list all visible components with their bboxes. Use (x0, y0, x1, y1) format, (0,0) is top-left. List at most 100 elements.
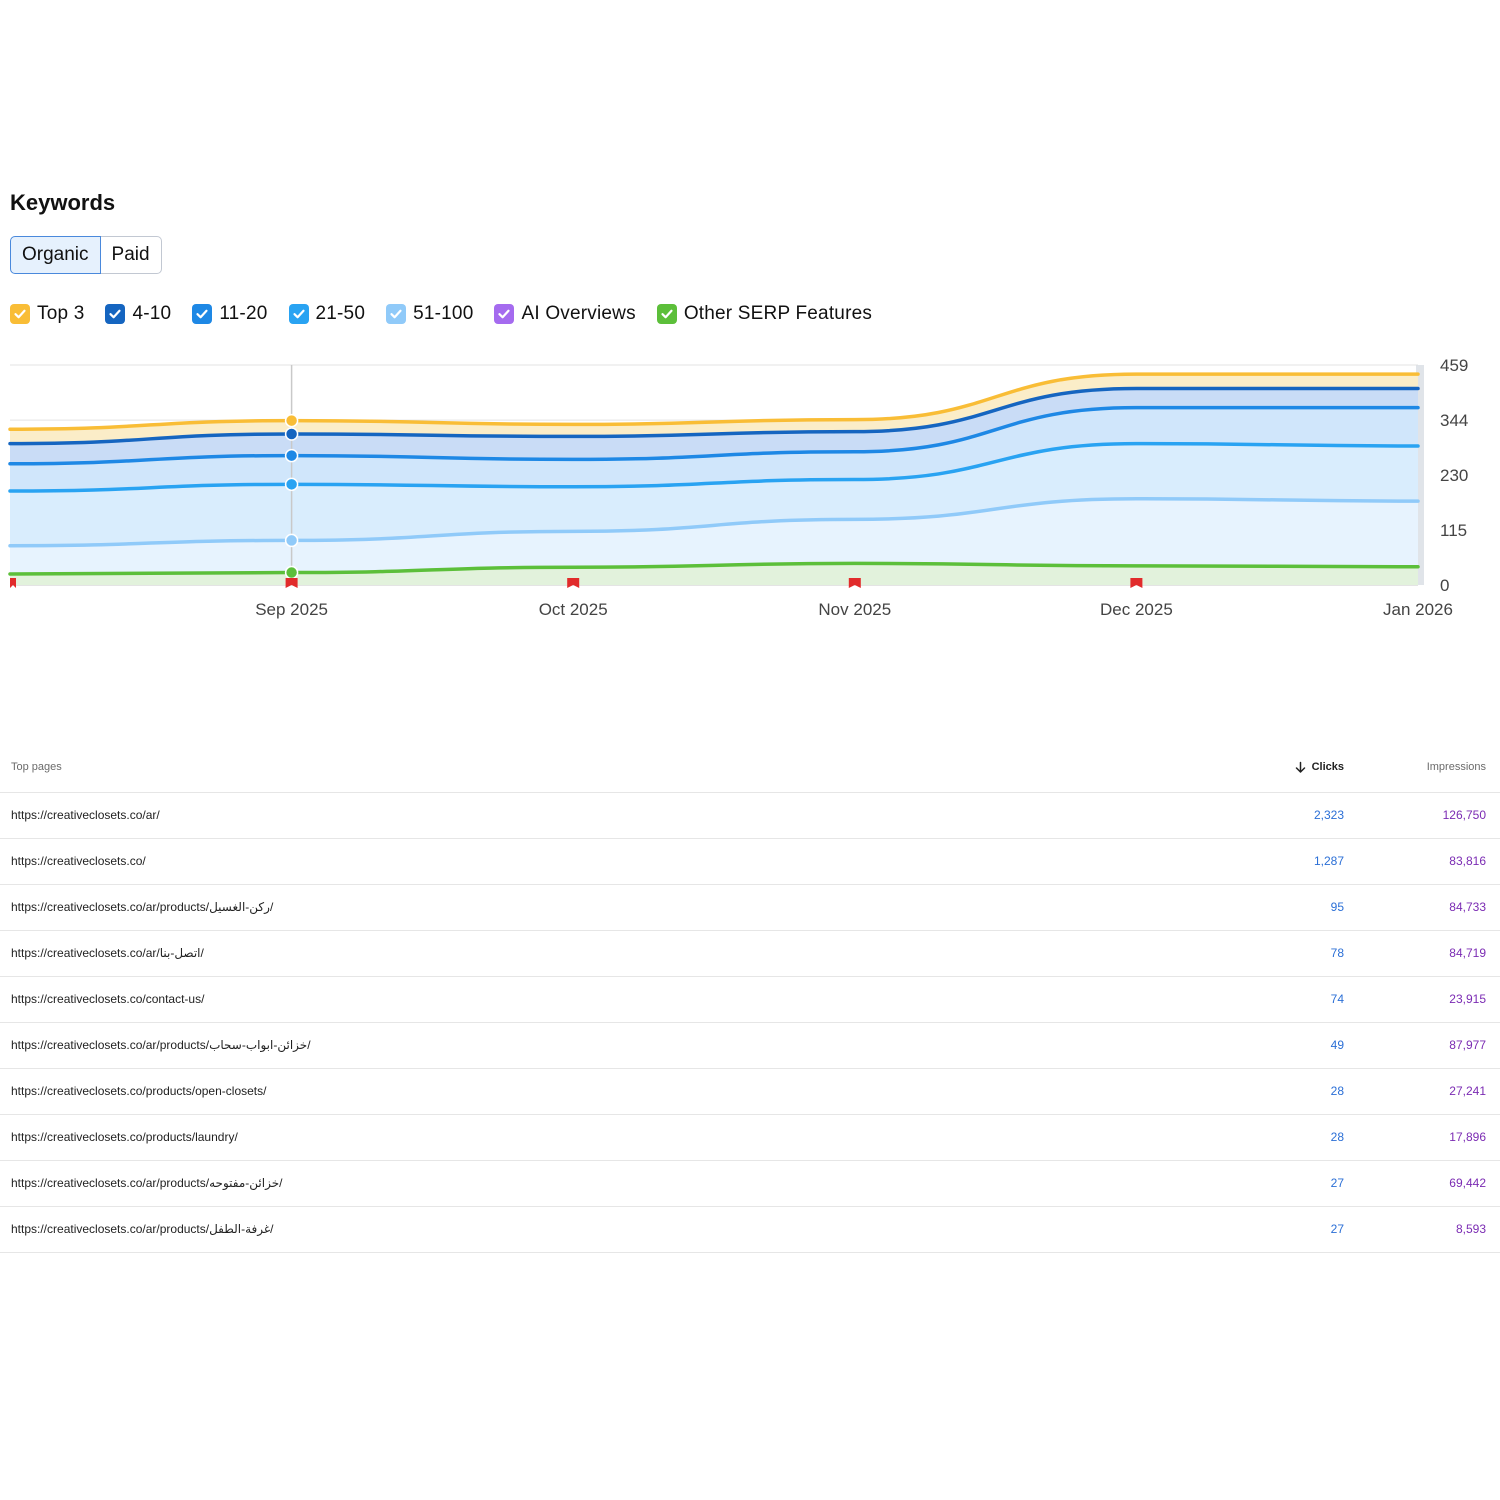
clicks-value: 28 (1330, 1130, 1344, 1144)
check-icon (14, 309, 26, 319)
table-row[interactable]: https://creativeclosets.co/ar/products/خ… (0, 1161, 1500, 1207)
legend-item-ai-overviews[interactable]: AI Overviews (494, 303, 636, 325)
clicks-value: 28 (1330, 1084, 1344, 1098)
table-row[interactable]: https://creativeclosets.co/contact-us/ 7… (0, 977, 1500, 1023)
table-row[interactable]: https://creativeclosets.co/ar/products/خ… (0, 1023, 1500, 1069)
event-flag-icon[interactable] (848, 578, 861, 588)
check-icon (661, 309, 673, 319)
tab-organic[interactable]: Organic (10, 236, 101, 274)
column-header-impressions[interactable]: Impressions (1426, 761, 1486, 773)
table-row[interactable]: https://creativeclosets.co/products/laun… (0, 1115, 1500, 1161)
legend-item-4-10[interactable]: 4-10 (105, 303, 171, 325)
impressions-value: 87,977 (1449, 1038, 1486, 1052)
check-icon (109, 309, 122, 319)
table-row[interactable]: https://creativeclosets.co/ar/ 2,323 126… (0, 793, 1500, 839)
impressions-value: 69,442 (1449, 1176, 1486, 1190)
checkbox-51-100[interactable] (386, 304, 407, 324)
legend-item-11-20[interactable]: 11-20 (192, 303, 267, 325)
legend-label: Other SERP Features (683, 303, 873, 324)
event-flag-icon[interactable] (1130, 578, 1143, 588)
table-row[interactable]: https://creativeclosets.co/ar/products/غ… (0, 1207, 1500, 1253)
checkbox-top-3[interactable] (10, 304, 30, 324)
y-tick-label: 115 (1440, 521, 1467, 540)
legend-label: 51-100 (413, 303, 474, 324)
page-url[interactable]: https://creativeclosets.co/ (11, 854, 146, 868)
y-tick-label: 230 (1440, 466, 1468, 485)
column-header-top-pages: Top pages (11, 761, 62, 773)
area-band-other-serp-features (10, 563, 1418, 585)
y-tick-label: 459 (1440, 356, 1468, 375)
page-url[interactable]: https://creativeclosets.co/products/laun… (11, 1130, 238, 1144)
table-row[interactable]: https://creativeclosets.co/ar/products/ر… (0, 885, 1500, 931)
section-title: Keywords (10, 190, 116, 215)
check-icon (196, 309, 208, 319)
page-url[interactable]: https://creativeclosets.co/ar/ (11, 808, 160, 822)
chart-edge-shade (1416, 365, 1424, 585)
series-line-4-10 (8, 386, 1420, 446)
data-point-top-3 (284, 413, 299, 428)
clicks-value: 27 (1330, 1176, 1344, 1190)
legend-label: Top 3 (37, 303, 85, 324)
clicks-value: 27 (1330, 1222, 1344, 1236)
x-tick-label: Sep 2025 (255, 600, 328, 619)
data-point-51-100 (284, 533, 299, 548)
table-row[interactable]: https://creativeclosets.co/products/open… (0, 1069, 1500, 1115)
clicks-value: 74 (1330, 992, 1344, 1006)
data-point-4-10 (284, 427, 299, 441)
data-point-11-20 (284, 448, 299, 463)
area-band-21-50 (10, 443, 1418, 546)
page-url[interactable]: https://creativeclosets.co/ar/products/خ… (11, 1176, 283, 1190)
legend-label: 21-50 (315, 303, 366, 324)
clicks-header-label: Clicks (1311, 761, 1344, 773)
checkbox-21-50[interactable] (288, 304, 309, 324)
series-line-top-3 (8, 372, 1420, 431)
area-band-11-20 (10, 407, 1418, 492)
table-row[interactable]: https://creativeclosets.co/ar/اتصل-بنا/ … (0, 931, 1500, 977)
impressions-value: 84,733 (1449, 900, 1486, 914)
keywords-area-chart[interactable]: 459 344 230 115 0 Sep 2025 Oct 2025 Nov 2025 Dec… (0, 340, 1500, 640)
column-header-clicks[interactable]: Clicks (1294, 761, 1344, 774)
tab-paid[interactable]: Paid (100, 236, 162, 274)
impressions-value: 27,241 (1449, 1084, 1486, 1098)
event-flag-icon[interactable] (10, 578, 16, 588)
x-tick-label: Dec 2025 (1100, 600, 1173, 619)
x-tick-label: Oct 2025 (539, 600, 608, 619)
page-url[interactable]: https://creativeclosets.co/ar/products/غ… (11, 1222, 274, 1236)
y-tick-label: 344 (1440, 411, 1468, 430)
data-point-21-50 (284, 477, 299, 492)
area-band-51-100 (10, 498, 1418, 574)
legend-item-51-100[interactable]: 51-100 (386, 303, 473, 325)
check-icon (390, 309, 402, 319)
page-url[interactable]: https://creativeclosets.co/contact-us/ (11, 992, 205, 1006)
legend-item-21-50[interactable]: 21-50 (288, 303, 366, 325)
page-url[interactable]: https://creativeclosets.co/ar/اتصل-بنا/ (11, 946, 204, 960)
x-tick-label: Nov 2025 (818, 600, 891, 619)
clicks-value: 2,323 (1313, 808, 1344, 822)
event-flag-icon[interactable] (567, 578, 580, 588)
page-url[interactable]: https://creativeclosets.co/ar/products/خ… (11, 1038, 311, 1052)
clicks-value: 49 (1330, 1038, 1344, 1052)
check-icon (292, 309, 305, 319)
checkbox-ai-overviews[interactable] (494, 304, 515, 324)
data-point-other-serp-features (284, 565, 299, 580)
clicks-value: 95 (1330, 900, 1344, 914)
series-line-11-20 (8, 405, 1420, 466)
check-icon (498, 309, 511, 319)
legend-item-top-3[interactable]: Top 3 (10, 303, 84, 325)
checkbox-other-serp-features[interactable] (656, 304, 677, 324)
checkbox-4-10[interactable] (105, 304, 126, 324)
series-line-other-serp-features (8, 561, 1420, 576)
organic-paid-toggle: Organic Paid (10, 236, 162, 274)
page-url[interactable]: https://creativeclosets.co/products/open… (11, 1084, 267, 1098)
chart-legend: Top 3 4-10 11-20 21-50 51-100 AI Overvie… (10, 300, 893, 328)
impressions-value: 83,816 (1449, 854, 1486, 868)
event-flag-icon[interactable] (285, 578, 298, 588)
checkbox-11-20[interactable] (192, 304, 213, 324)
area-band-4-10 (10, 388, 1418, 464)
table-header: Top pages Clicks Impressions (0, 742, 1500, 793)
table-row[interactable]: https://creativeclosets.co/ 1,287 83,816 (0, 839, 1500, 885)
legend-item-other-serp-features[interactable]: Other SERP Features (656, 303, 873, 325)
impressions-value: 17,896 (1449, 1130, 1486, 1144)
page-url[interactable]: https://creativeclosets.co/ar/products/ر… (11, 900, 274, 914)
clicks-value: 1,287 (1313, 854, 1344, 868)
